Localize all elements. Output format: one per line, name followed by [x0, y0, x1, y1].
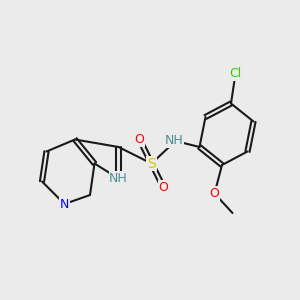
Text: Cl: Cl	[230, 67, 242, 80]
Text: N: N	[60, 197, 69, 211]
Text: O: O	[135, 133, 144, 146]
Text: O: O	[159, 181, 168, 194]
Text: NH: NH	[109, 172, 128, 185]
Text: S: S	[147, 157, 156, 170]
Text: NH: NH	[165, 134, 183, 148]
Text: O: O	[210, 187, 219, 200]
